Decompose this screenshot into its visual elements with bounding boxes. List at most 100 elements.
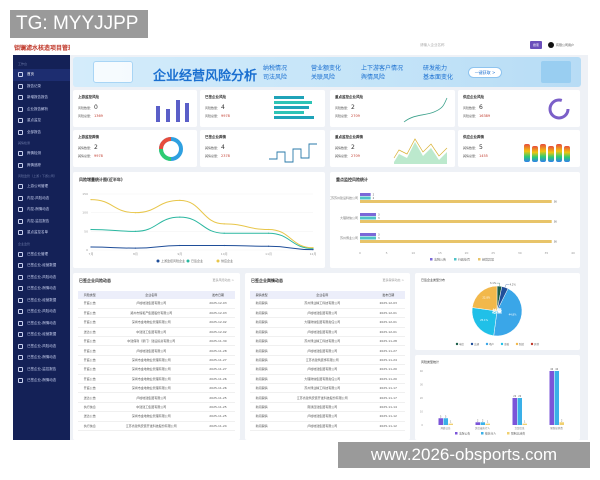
sidebar-item[interactable]: 新增报告报告 xyxy=(13,92,70,104)
table-row[interactable]: 开庭公告 深圳市金地物业管理有限公司 2025-11-26 xyxy=(78,374,235,385)
table-row[interactable]: 开庭公告 中建保利（厦门）建设投资有限公司 2025-11-30 xyxy=(78,336,235,347)
column-header: 发布日期 xyxy=(200,291,235,299)
table-row[interactable]: 新闻舆情 卢峰地建集团有限公司 2025-11-20 xyxy=(250,364,405,375)
sidebar-item[interactable]: 内控-监控报告 xyxy=(13,216,70,228)
table-cell: 南通四建集团有限公司 xyxy=(273,402,372,413)
stat-card[interactable]: 重点监控企业风险 风险数量： 2 风险总量： 2709 xyxy=(330,90,455,127)
sidebar-item[interactable]: 已签企业-风险动态 xyxy=(13,272,70,284)
card-title: 供应企业风险 xyxy=(463,95,484,99)
sidebar-item[interactable]: 已签企业-经营数据 xyxy=(13,295,70,307)
sidebar-item[interactable]: 已签企业-舆情动态 xyxy=(13,283,70,295)
stat-card[interactable]: 供应企业舆情 舆情数量： 5 舆情总量： 1455 xyxy=(458,130,580,167)
sidebar-item[interactable]: 已签企业-舆情动态 xyxy=(13,375,70,387)
table-row[interactable]: 开庭公告 深圳市金地物业管理有限公司 2025-11-26 xyxy=(78,383,235,394)
sidebar-item[interactable]: 已签企业-风险动态 xyxy=(13,306,70,318)
table-row[interactable]: 执行信息 江苏省建筑安装开发科技股份有限公司 2025-11-24 xyxy=(78,421,235,431)
table-row[interactable]: 新闻舆情 大理财信集团有限责任公司 2025-11-20 xyxy=(250,374,405,385)
sidebar-item[interactable]: 舆情追踪 xyxy=(13,160,70,172)
table-row[interactable]: 新闻舆情 南通四建集团有限公司 2025-11-14 xyxy=(250,402,405,413)
search-input[interactable]: 请输入企业名称 xyxy=(420,43,445,47)
more-link[interactable]: 更多舆情动态 > xyxy=(382,278,404,282)
menu-icon xyxy=(18,72,23,78)
risk-trend-panel: 风险增量统计图(近半年) 0 50 100 150 7月 8月 9月 10月 11月 12月 上游监… xyxy=(73,172,325,268)
table-cell: 2025-12-01 xyxy=(371,317,405,328)
table-cell: 2025-11-20 xyxy=(371,374,405,385)
column-header: 企业名称 xyxy=(101,291,201,299)
legend-label: 交通 xyxy=(474,342,480,346)
bar xyxy=(438,418,443,425)
sidebar-item[interactable]: 已签企业-风险动态 xyxy=(13,341,70,353)
sidebar-item[interactable]: 报告记录 xyxy=(13,81,70,93)
table-row[interactable]: 开庭公告 卢峰地建集团有限公司 2025-12-03 xyxy=(78,299,235,309)
search-button[interactable]: 搜索 xyxy=(530,41,542,49)
data-point xyxy=(134,212,136,214)
sidebar-item[interactable]: 已签企业-监控报告 xyxy=(13,364,70,376)
table-row[interactable]: 送达公告 卢峰地建集团有限公司 2025-11-25 xyxy=(78,392,235,403)
stat-card[interactable]: 上游监控舆情 舆情数量： 2 舆情总量： 9978 xyxy=(73,130,197,167)
table-row[interactable]: 新闻舆情 苏州博业精工科技有限公司 2025-12-03 xyxy=(250,299,405,309)
y-tick-label: 100 xyxy=(82,211,88,215)
table-row[interactable]: 新闻舆情 苏州博业精工科技有限公司 2025-11-17 xyxy=(250,383,405,394)
menu-icon xyxy=(18,343,23,349)
sidebar-item[interactable]: 企业报告解析 xyxy=(13,104,70,116)
legend-marker xyxy=(530,342,534,346)
table-cell: 新闻舆情 xyxy=(250,392,274,403)
top-bar: 请输入企业名称 搜索 有限公司用户 xyxy=(70,40,588,54)
table-row[interactable]: 新闻舆情 江苏省建筑装饰有限公司 2025-11-24 xyxy=(250,355,405,366)
table-row[interactable]: 新闻舆情 卢峰地建集团有限公司 2025-12-01 xyxy=(250,327,405,338)
sidebar-item[interactable]: 舆情检测 xyxy=(13,148,70,160)
sidebar-item[interactable]: 内控-风险动态 xyxy=(13,193,70,205)
card-total: 舆情总量： 9978 xyxy=(78,154,103,158)
slice-label: 3.1% xyxy=(490,281,497,285)
stat-card[interactable]: 上游监控风险 风险数量： 0 风险总量： 1369 xyxy=(73,90,197,127)
table-row[interactable]: 开庭公告 深圳市金地物业管理有限公司 2025-11-27 xyxy=(78,355,235,366)
table-row[interactable]: 新闻舆情 卢峰地建集团有限公司 2025-12-01 xyxy=(250,308,405,319)
table-row[interactable]: 新闻舆情 江苏省建筑安装开发科技股份有限公司 2025-11-17 xyxy=(250,392,405,403)
card-total: 风险总量： 1369 xyxy=(78,114,103,118)
user-menu[interactable]: 有限公司用户 xyxy=(548,42,574,48)
get-report-button[interactable]: 一键获取 > xyxy=(468,67,502,78)
sidebar-item[interactable]: 首页 xyxy=(13,69,70,81)
sidebar-item-label: 已签企业-舆情动态 xyxy=(27,286,57,291)
x-tick-label: 20 xyxy=(465,251,469,255)
sidebar-item-label: 已签企业-舆情动态 xyxy=(27,355,57,360)
table-row[interactable]: 开庭公告 深圳市金地物业管理有限公司 2025-12-02 xyxy=(78,317,235,328)
sidebar-item[interactable]: 已签企业-舆情动态 xyxy=(13,318,70,330)
table-row[interactable]: 执行信息 中建建工集团有限公司 2025-11-25 xyxy=(78,402,235,413)
table-row[interactable]: 新闻舆情 卢峰地建集团有限公司 2025-11-12 xyxy=(250,411,405,422)
sidebar-item[interactable]: 重点监控 xyxy=(13,115,70,127)
bar xyxy=(360,213,376,216)
stat-card[interactable]: 重点监控企业舆情 舆情数量： 2 舆情总量： 2709 xyxy=(330,130,455,167)
table-row[interactable]: 开庭公告 卢峰地建集团有限公司 2025-11-28 xyxy=(78,345,235,356)
sidebar-item[interactable]: 上游公司管理 xyxy=(13,181,70,193)
sidebar-item[interactable]: 已签企业-经营数据 xyxy=(13,329,70,341)
table-row[interactable]: 开庭公告 深圳市金地物业管理有限公司 2025-11-27 xyxy=(78,364,235,375)
sidebar-item[interactable]: 全部报告 xyxy=(13,127,70,139)
card-title: 已签企业风险 xyxy=(205,95,226,99)
table-row[interactable]: 送达公告 深圳市金地物业管理有限公司 2025-11-25 xyxy=(78,411,235,422)
table-row[interactable]: 送达公告 中建建工集团有限公司 2025-12-02 xyxy=(78,327,235,338)
bar-value-label: 36 xyxy=(554,220,558,224)
bar-value-label: 2 xyxy=(561,419,563,422)
stat-card[interactable]: 供应企业风险 风险数量： 6 风险总量： 16389 xyxy=(458,90,580,127)
sidebar-item[interactable]: 已签企业管理 xyxy=(13,249,70,261)
sidebar-item[interactable]: 已签企业-经营数据 xyxy=(13,260,70,272)
table-row[interactable]: 新闻舆情 大理财信集团有限责任公司 2025-12-01 xyxy=(250,317,405,328)
table-row[interactable]: 开庭公告 郑州市恒和产集团股份有限公司 2025-12-03 xyxy=(78,308,235,319)
stat-card[interactable]: 已签企业风险 风险数量： 4 风险总量： 9978 xyxy=(200,90,325,127)
table-cell: 2025-11-28 xyxy=(371,336,405,347)
sidebar-item[interactable]: 内控-舆情动态 xyxy=(13,204,70,216)
card-count: 风险数量： 0 xyxy=(78,104,98,111)
data-point xyxy=(134,230,136,232)
y-tick-label: 150 xyxy=(82,192,88,196)
table-row[interactable]: 新闻舆情 卢峰地建集团有限公司 2025-11-27 xyxy=(250,345,405,356)
table-row[interactable]: 新闻舆情 卢峰地建集团有限公司 2025-11-12 xyxy=(250,421,405,431)
table-row[interactable]: 新闻舆情 苏州博业精工科技有限公司 2025-11-28 xyxy=(250,336,405,347)
card-total: 风险总量： 16389 xyxy=(463,114,491,118)
sidebar-item[interactable]: 重点监控名单 xyxy=(13,227,70,239)
more-link[interactable]: 更多风险动态 > xyxy=(212,278,234,282)
stat-card[interactable]: 已签企业舆情 舆情数量： 4 舆情总量： 2378 xyxy=(200,130,325,167)
table-cell: 深圳市金地物业管理有限公司 xyxy=(101,411,201,422)
sidebar-item-label: 已签企业-经营数据 xyxy=(27,263,57,268)
sidebar-item[interactable]: 已签企业-舆情动态 xyxy=(13,352,70,364)
